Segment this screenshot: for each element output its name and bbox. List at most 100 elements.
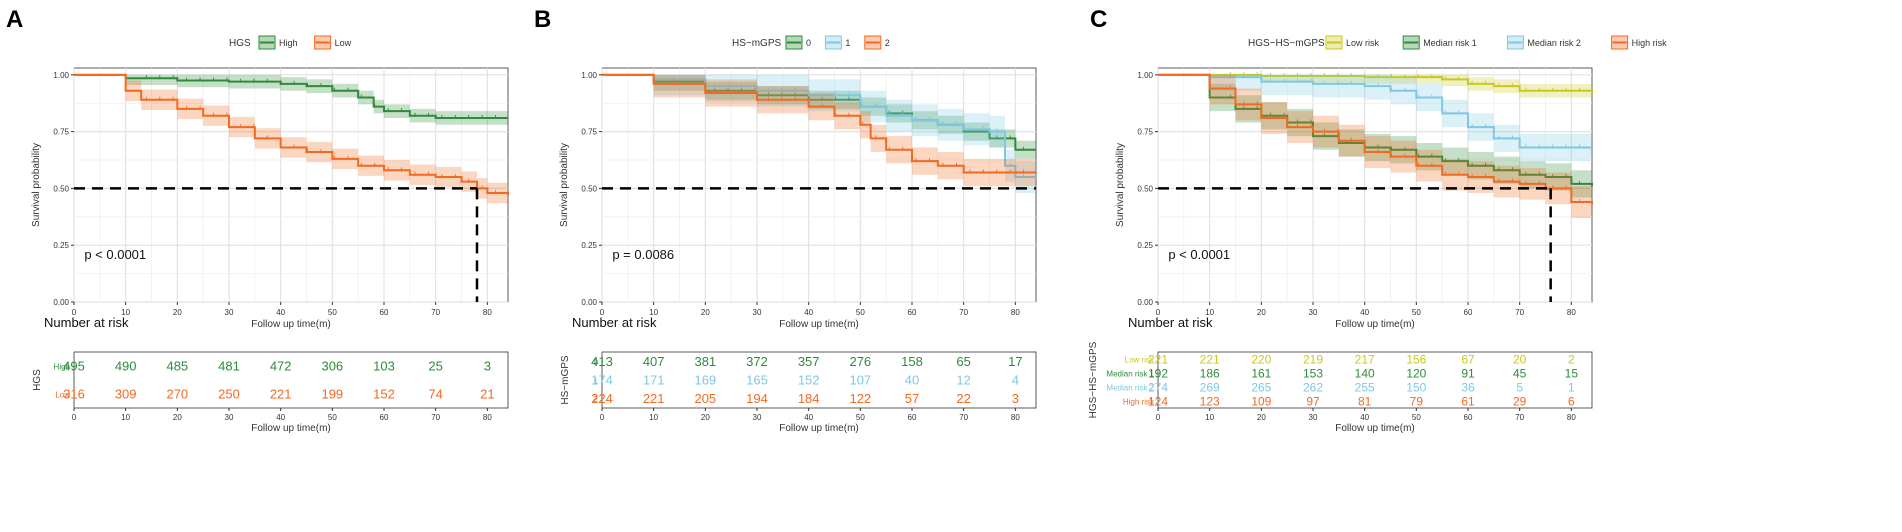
panel-label: B bbox=[534, 6, 551, 33]
risk-count: 3 bbox=[484, 359, 491, 374]
table-x-tick-label: 70 bbox=[431, 413, 440, 422]
y-tick-label: 0.50 bbox=[581, 184, 597, 193]
risk-count: 20 bbox=[1513, 353, 1527, 367]
risk-count: 171 bbox=[643, 373, 665, 388]
risk-table-title: Number at risk bbox=[572, 315, 657, 330]
risk-table-frame bbox=[1157, 351, 1593, 409]
legend-label: Low bbox=[335, 38, 352, 48]
y-tick-label: 0.25 bbox=[53, 241, 69, 250]
risk-count: 61 bbox=[1461, 395, 1475, 409]
risk-count: 40 bbox=[905, 373, 919, 388]
table-x-tick-label: 20 bbox=[701, 413, 710, 422]
table-x-tick-label: 30 bbox=[225, 413, 234, 422]
risk-count: 152 bbox=[373, 387, 395, 402]
risk-row-label: 2 bbox=[594, 395, 599, 404]
risk-count: 122 bbox=[849, 391, 871, 406]
table-x-axis-label: Follow up time(m) bbox=[251, 423, 330, 434]
table-x-tick-label: 20 bbox=[1257, 413, 1266, 422]
risk-count: 221 bbox=[1148, 353, 1168, 367]
risk-row-label: 0 bbox=[594, 358, 599, 367]
series-median-risk-2 bbox=[1158, 73, 1592, 162]
risk-table-title: Number at risk bbox=[44, 315, 129, 330]
legend-label: High risk bbox=[1632, 38, 1668, 48]
x-tick-label: 20 bbox=[1257, 308, 1266, 317]
risk-count: 221 bbox=[643, 391, 665, 406]
plot-area: 0 10 20 30 40 50 60 70 80 0.00 0.25 0.50 0.75 1.00 Fol… bbox=[31, 67, 509, 330]
series-high bbox=[74, 73, 508, 125]
table-x-axis-label: Follow up time(m) bbox=[779, 423, 858, 434]
risk-count: 29 bbox=[1513, 395, 1527, 409]
legend-item-2: 2 bbox=[864, 35, 890, 50]
risk-count: 15 bbox=[1565, 367, 1579, 381]
legend: HS−mGPS 0 1 2 bbox=[732, 35, 890, 50]
panel-b: BHS−mGPS 0 1 20 10 20 30 40 50 60 70 800.000.250.50… bbox=[534, 6, 1037, 434]
table-x-tick-label: 10 bbox=[1205, 413, 1214, 422]
x-tick-label: 60 bbox=[908, 308, 917, 317]
legend-label: 1 bbox=[845, 38, 850, 48]
legend-item-high-risk: High risk bbox=[1611, 35, 1668, 50]
y-tick-label: 0.50 bbox=[53, 184, 69, 193]
risk-count: 109 bbox=[1251, 395, 1271, 409]
risk-count: 156 bbox=[1406, 353, 1426, 367]
risk-count: 495 bbox=[63, 359, 85, 374]
risk-row-label: Low bbox=[55, 391, 70, 400]
x-tick-label: 0 bbox=[1156, 308, 1161, 317]
risk-count: 186 bbox=[1200, 367, 1220, 381]
risk-count: 481 bbox=[218, 359, 240, 374]
confidence-band bbox=[1158, 74, 1592, 162]
risk-count: 36 bbox=[1461, 381, 1475, 395]
x-tick-label: 80 bbox=[1011, 308, 1020, 317]
legend-title: HS−mGPS bbox=[732, 38, 782, 49]
x-tick-label: 70 bbox=[431, 308, 440, 317]
risk-count: 220 bbox=[1251, 353, 1271, 367]
risk-count: 21 bbox=[480, 387, 494, 402]
risk-row-label: High risk bbox=[1123, 398, 1155, 407]
x-tick-label: 40 bbox=[804, 308, 813, 317]
risk-count: 372 bbox=[746, 354, 768, 369]
risk-count: 265 bbox=[1251, 381, 1271, 395]
table-x-tick-label: 80 bbox=[1011, 413, 1020, 422]
legend-label: 2 bbox=[885, 38, 890, 48]
x-tick-label: 60 bbox=[380, 308, 389, 317]
legend-item-low: Low bbox=[314, 35, 352, 50]
x-tick-label: 80 bbox=[1567, 308, 1576, 317]
risk-table-frame bbox=[601, 351, 1037, 409]
panel-label: C bbox=[1090, 6, 1107, 33]
risk-count: 217 bbox=[1355, 353, 1375, 367]
risk-row-label: Median risk 2 bbox=[1106, 384, 1154, 393]
table-y-axis-label: HS−mGPS bbox=[560, 355, 571, 405]
risk-count: 174 bbox=[591, 373, 613, 388]
y-tick-label: 0.25 bbox=[581, 241, 597, 250]
confidence-band bbox=[1158, 74, 1592, 200]
x-tick-label: 30 bbox=[1309, 308, 1318, 317]
risk-count: 309 bbox=[115, 387, 137, 402]
table-x-tick-label: 40 bbox=[1360, 413, 1369, 422]
risk-count: 165 bbox=[746, 373, 768, 388]
confidence-band bbox=[74, 74, 508, 206]
legend-item-high: High bbox=[258, 35, 298, 50]
table-x-tick-label: 40 bbox=[804, 413, 813, 422]
table-x-tick-label: 10 bbox=[649, 413, 658, 422]
risk-count: 219 bbox=[1303, 353, 1323, 367]
risk-count: 485 bbox=[166, 359, 188, 374]
x-tick-label: 40 bbox=[1360, 308, 1369, 317]
legend-title: HGS bbox=[229, 38, 251, 49]
confidence-band bbox=[74, 74, 508, 125]
legend-item-low-risk: Low risk bbox=[1325, 35, 1380, 50]
y-tick-label: 0.00 bbox=[1137, 298, 1153, 307]
risk-count: 22 bbox=[956, 391, 970, 406]
table-x-tick-label: 60 bbox=[1464, 413, 1473, 422]
y-axis-label: Survival probability bbox=[31, 143, 42, 227]
risk-count: 199 bbox=[321, 387, 343, 402]
x-tick-label: 30 bbox=[753, 308, 762, 317]
x-tick-label: 0 bbox=[600, 308, 605, 317]
confidence-band bbox=[602, 74, 1036, 187]
x-tick-label: 10 bbox=[1205, 308, 1214, 317]
table-x-tick-label: 60 bbox=[908, 413, 917, 422]
